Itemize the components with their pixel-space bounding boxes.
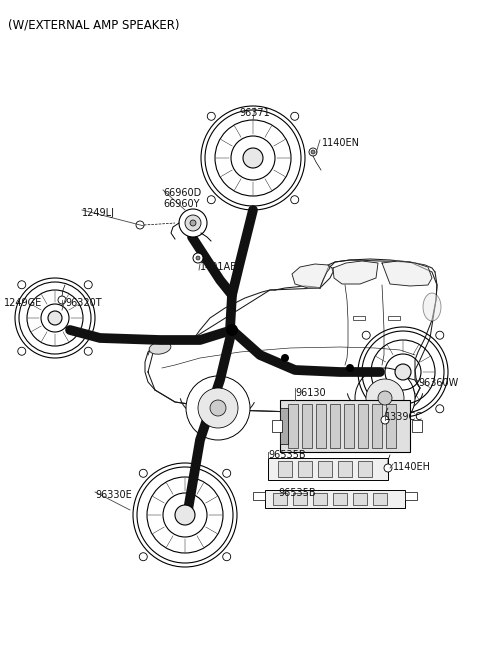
Circle shape (175, 505, 195, 525)
Circle shape (384, 464, 392, 472)
Text: 96535B: 96535B (268, 450, 306, 460)
Circle shape (186, 376, 250, 440)
Bar (373, 493, 387, 505)
Circle shape (139, 553, 147, 561)
Text: (W/EXTERNAL AMP SPEAKER): (W/EXTERNAL AMP SPEAKER) (8, 18, 180, 31)
Bar (280, 408, 288, 444)
Circle shape (185, 215, 201, 231)
Text: 96320T: 96320T (65, 298, 102, 308)
Ellipse shape (423, 293, 441, 321)
Polygon shape (333, 261, 378, 284)
Circle shape (381, 416, 389, 424)
Circle shape (18, 281, 26, 289)
Bar (338, 461, 352, 477)
Text: 1339CC: 1339CC (385, 412, 423, 422)
Circle shape (210, 400, 226, 416)
Bar (293, 493, 307, 505)
Text: 66960Y: 66960Y (163, 199, 200, 209)
Bar (313, 493, 327, 505)
Polygon shape (382, 261, 432, 286)
Bar (405, 492, 417, 500)
Circle shape (395, 364, 411, 380)
Bar (253, 492, 265, 500)
Circle shape (193, 253, 203, 263)
Text: 96360W: 96360W (418, 378, 458, 388)
Text: 1140EN: 1140EN (322, 138, 360, 148)
Bar (265, 490, 405, 508)
Circle shape (311, 150, 315, 154)
Circle shape (291, 195, 299, 204)
Bar (272, 420, 282, 432)
Text: 1249LJ: 1249LJ (82, 208, 115, 218)
Circle shape (18, 347, 26, 356)
Text: 1249GE: 1249GE (4, 298, 42, 308)
Circle shape (84, 347, 92, 356)
Bar (344, 404, 354, 448)
Circle shape (355, 368, 415, 428)
Bar (353, 316, 365, 320)
Bar (333, 493, 347, 505)
Circle shape (362, 405, 370, 413)
Circle shape (198, 388, 238, 428)
Circle shape (436, 405, 444, 413)
Bar (268, 458, 388, 480)
Text: 1140EH: 1140EH (393, 462, 431, 472)
Bar (298, 461, 312, 477)
Polygon shape (148, 260, 437, 412)
Bar (388, 316, 400, 320)
Bar (278, 461, 292, 477)
Bar (386, 404, 396, 448)
Text: 96330E: 96330E (95, 490, 132, 500)
Circle shape (436, 331, 444, 339)
Bar (280, 400, 410, 452)
Circle shape (136, 221, 144, 229)
Bar (358, 461, 372, 477)
Bar (412, 420, 422, 432)
Circle shape (179, 209, 207, 237)
Text: 1491AB: 1491AB (200, 262, 238, 272)
Circle shape (84, 281, 92, 289)
Polygon shape (292, 264, 330, 288)
Circle shape (243, 148, 263, 168)
Text: 96371: 96371 (240, 108, 270, 118)
Circle shape (139, 469, 147, 478)
Bar (372, 404, 382, 448)
Bar (273, 493, 287, 505)
Circle shape (223, 469, 231, 478)
Circle shape (226, 324, 238, 336)
Bar (353, 493, 367, 505)
Bar (330, 404, 340, 448)
Bar (288, 404, 298, 448)
Text: 96535B: 96535B (278, 488, 316, 498)
Circle shape (58, 296, 66, 304)
Circle shape (223, 553, 231, 561)
Circle shape (48, 311, 62, 325)
Ellipse shape (149, 342, 171, 354)
Circle shape (207, 195, 216, 204)
Circle shape (281, 354, 289, 362)
Circle shape (362, 331, 370, 339)
Circle shape (378, 391, 392, 405)
Circle shape (309, 148, 317, 156)
Circle shape (346, 364, 354, 372)
Bar (302, 404, 312, 448)
Circle shape (291, 112, 299, 120)
Circle shape (196, 256, 200, 260)
Bar (316, 404, 326, 448)
Bar (358, 404, 368, 448)
Text: 96130: 96130 (295, 388, 325, 398)
Circle shape (207, 112, 216, 120)
Bar (318, 461, 332, 477)
Text: 66960D: 66960D (163, 188, 201, 198)
Circle shape (190, 220, 196, 226)
Circle shape (366, 379, 404, 417)
